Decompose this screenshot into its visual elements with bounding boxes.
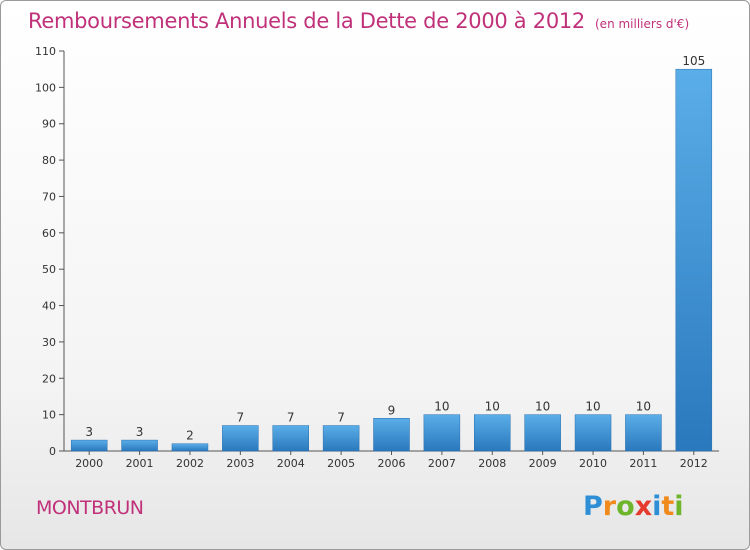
logo-letter: P xyxy=(583,491,603,522)
bar-value-label: 7 xyxy=(337,411,345,425)
x-tick-label: 2003 xyxy=(226,457,254,470)
bar[interactable] xyxy=(474,414,511,452)
bar-value-label: 10 xyxy=(585,400,600,414)
logo-letter: i xyxy=(674,491,684,522)
x-tick-label: 2007 xyxy=(428,457,456,470)
bar-value-label: 7 xyxy=(237,411,245,425)
bar[interactable] xyxy=(524,414,561,452)
chart-subtitle: (en milliers d'€) xyxy=(595,17,690,31)
y-tick-label: 40 xyxy=(42,300,56,313)
logo-letter: r xyxy=(602,491,617,522)
commune-name: MONTBRUN xyxy=(36,497,144,519)
bar[interactable] xyxy=(70,439,108,452)
x-tick-label: 2009 xyxy=(529,457,557,470)
logo-letter: x xyxy=(634,491,653,522)
x-tick-label: 2010 xyxy=(579,457,607,470)
y-tick-label: 20 xyxy=(42,372,56,385)
bar[interactable] xyxy=(222,425,259,452)
bar-value-label: 10 xyxy=(434,400,449,414)
logo-letter: t xyxy=(661,491,675,522)
y-tick-label: 10 xyxy=(42,409,56,422)
x-tick-label: 2004 xyxy=(277,457,305,470)
bar[interactable] xyxy=(625,414,662,452)
logo-letter: i xyxy=(652,491,662,522)
bar-value-label: 3 xyxy=(136,425,144,439)
x-tick-label: 2001 xyxy=(126,457,154,470)
y-tick-label: 60 xyxy=(42,227,56,240)
x-tick-label: 2011 xyxy=(629,457,657,470)
bar[interactable] xyxy=(574,414,612,452)
x-tick-label: 2012 xyxy=(680,457,708,470)
y-tick-label: 0 xyxy=(49,445,56,458)
bar[interactable] xyxy=(423,414,461,452)
bar-value-label: 9 xyxy=(388,403,396,417)
x-tick-label: 2005 xyxy=(327,457,355,470)
bar-value-label: 10 xyxy=(535,400,550,414)
bar-value-label: 10 xyxy=(485,400,500,414)
logo-letter: o xyxy=(616,491,635,522)
bar-value-label: 105 xyxy=(682,54,705,68)
y-tick-label: 90 xyxy=(42,118,56,131)
bar[interactable] xyxy=(373,418,410,452)
x-tick-label: 2002 xyxy=(176,457,204,470)
bar-value-label: 10 xyxy=(636,400,651,414)
bar[interactable] xyxy=(272,425,309,452)
chart-title: Remboursements Annuels de la Dette de 20… xyxy=(28,9,689,33)
x-tick-label: 2008 xyxy=(478,457,506,470)
bar-value-label: 3 xyxy=(85,425,93,439)
y-tick-label: 110 xyxy=(35,45,56,58)
bar-value-label: 7 xyxy=(287,411,295,425)
y-tick-label: 100 xyxy=(35,81,56,94)
bar-value-label: 2 xyxy=(186,429,194,443)
y-tick-label: 30 xyxy=(42,336,56,349)
x-tick-label: 2006 xyxy=(378,457,406,470)
bar[interactable] xyxy=(675,68,713,452)
bar[interactable] xyxy=(322,425,360,452)
bar[interactable] xyxy=(121,439,158,452)
y-tick-label: 70 xyxy=(42,190,56,203)
x-tick-label: 2000 xyxy=(75,457,103,470)
proxiti-logo[interactable]: Proxiti xyxy=(583,491,684,522)
y-tick-label: 80 xyxy=(42,154,56,167)
bar[interactable] xyxy=(171,443,209,452)
title-text: Remboursements Annuels de la Dette de 20… xyxy=(28,9,585,33)
y-tick-label: 50 xyxy=(42,263,56,276)
